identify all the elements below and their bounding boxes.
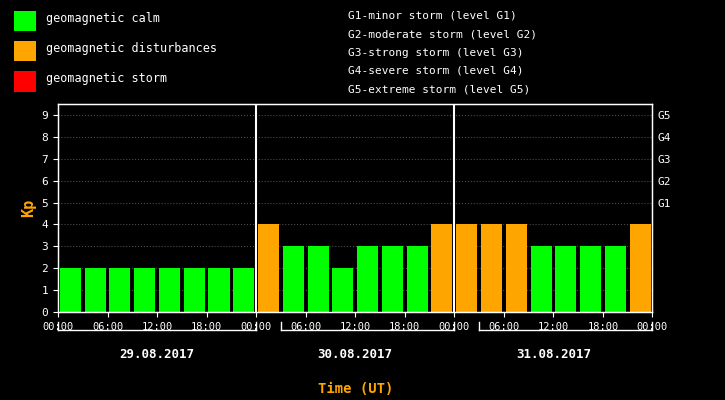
Bar: [456, 224, 477, 312]
Bar: [14, 72, 36, 92]
Bar: [183, 268, 204, 312]
Y-axis label: Kp: Kp: [21, 199, 36, 217]
Bar: [159, 268, 180, 312]
Bar: [233, 268, 254, 312]
Text: G2-moderate storm (level G2): G2-moderate storm (level G2): [349, 29, 537, 39]
Bar: [555, 246, 576, 312]
Bar: [109, 268, 130, 312]
Bar: [60, 268, 81, 312]
Text: G5-extreme storm (level G5): G5-extreme storm (level G5): [349, 84, 531, 94]
Bar: [332, 268, 353, 312]
Bar: [605, 246, 626, 312]
Text: G4-severe storm (level G4): G4-severe storm (level G4): [349, 66, 524, 76]
Bar: [357, 246, 378, 312]
Text: geomagnetic calm: geomagnetic calm: [46, 12, 160, 25]
Text: G1-minor storm (level G1): G1-minor storm (level G1): [349, 11, 517, 21]
Bar: [14, 11, 36, 31]
Bar: [283, 246, 304, 312]
Bar: [209, 268, 230, 312]
Bar: [307, 246, 328, 312]
Bar: [407, 246, 428, 312]
Text: 31.08.2017: 31.08.2017: [516, 348, 591, 361]
Text: geomagnetic storm: geomagnetic storm: [46, 72, 167, 85]
Text: G3-strong storm (level G3): G3-strong storm (level G3): [349, 48, 524, 58]
Bar: [134, 268, 155, 312]
Bar: [580, 246, 601, 312]
Bar: [629, 224, 650, 312]
Bar: [481, 224, 502, 312]
Bar: [14, 41, 36, 61]
Text: 29.08.2017: 29.08.2017: [120, 348, 194, 361]
Text: Time (UT): Time (UT): [318, 382, 393, 396]
Text: 30.08.2017: 30.08.2017: [318, 348, 393, 361]
Bar: [506, 224, 527, 312]
Text: geomagnetic disturbances: geomagnetic disturbances: [46, 42, 217, 55]
Bar: [382, 246, 403, 312]
Bar: [431, 224, 452, 312]
Bar: [531, 246, 552, 312]
Bar: [258, 224, 279, 312]
Bar: [85, 268, 106, 312]
